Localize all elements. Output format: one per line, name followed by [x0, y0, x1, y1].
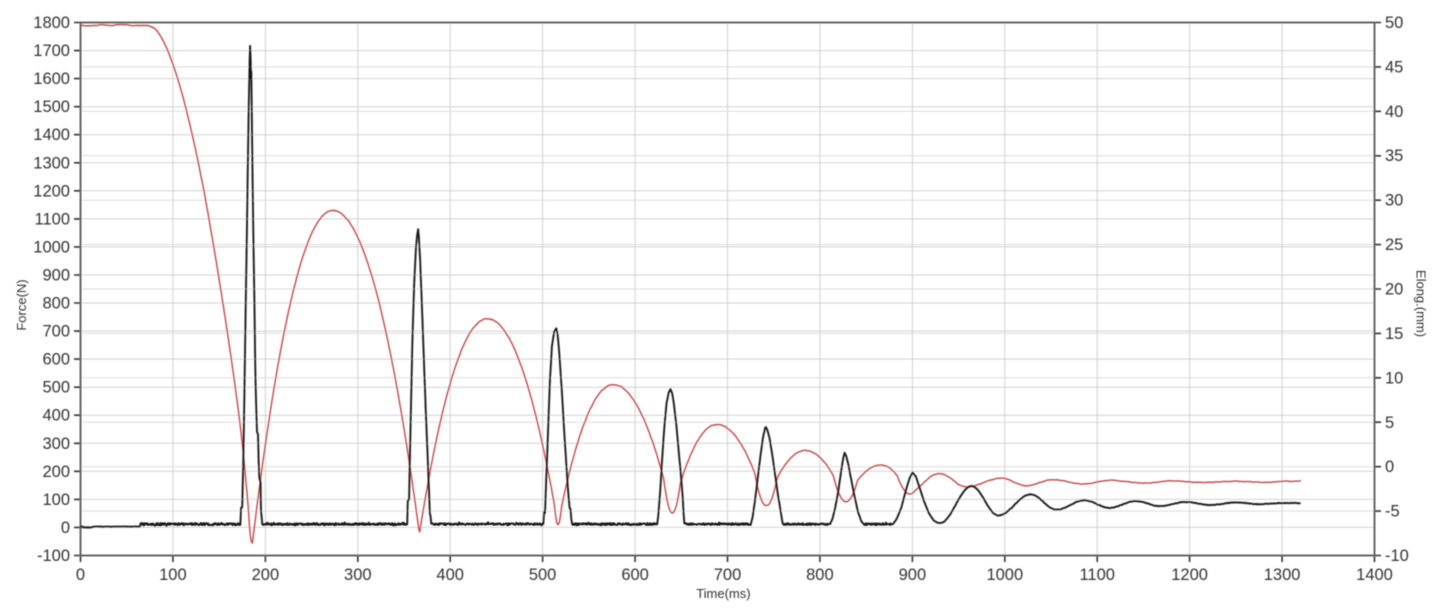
- svg-text:700: 700: [714, 566, 742, 584]
- svg-text:5: 5: [1385, 414, 1394, 432]
- svg-text:100: 100: [42, 491, 70, 509]
- svg-text:600: 600: [42, 351, 70, 369]
- svg-text:1400: 1400: [1356, 566, 1393, 584]
- svg-text:200: 200: [252, 566, 280, 584]
- svg-text:100: 100: [159, 566, 187, 584]
- svg-text:45: 45: [1385, 58, 1403, 76]
- svg-text:1200: 1200: [33, 182, 70, 200]
- svg-text:200: 200: [42, 463, 70, 481]
- svg-text:-10: -10: [1385, 547, 1409, 565]
- svg-text:1700: 1700: [33, 42, 70, 60]
- svg-text:40: 40: [1385, 103, 1403, 121]
- svg-text:300: 300: [42, 435, 70, 453]
- svg-text:1600: 1600: [33, 70, 70, 88]
- svg-text:1000: 1000: [33, 238, 70, 256]
- svg-text:300: 300: [344, 566, 372, 584]
- svg-text:0: 0: [1385, 458, 1394, 476]
- svg-text:500: 500: [42, 379, 70, 397]
- svg-text:25: 25: [1385, 236, 1403, 254]
- svg-text:-100: -100: [37, 547, 70, 565]
- svg-text:0: 0: [76, 566, 85, 584]
- svg-text:500: 500: [529, 566, 557, 584]
- svg-text:400: 400: [42, 407, 70, 425]
- svg-text:600: 600: [621, 566, 649, 584]
- svg-text:800: 800: [42, 295, 70, 313]
- svg-text:700: 700: [42, 323, 70, 341]
- svg-text:1500: 1500: [33, 98, 70, 116]
- svg-text:0: 0: [61, 519, 70, 537]
- svg-text:400: 400: [436, 566, 464, 584]
- svg-text:Force(N): Force(N): [14, 279, 29, 330]
- svg-text:1200: 1200: [1171, 566, 1208, 584]
- svg-text:1100: 1100: [1079, 566, 1114, 584]
- svg-text:Time(ms): Time(ms): [696, 586, 750, 601]
- svg-text:10: 10: [1385, 369, 1403, 387]
- svg-text:1400: 1400: [33, 126, 70, 144]
- svg-text:35: 35: [1385, 147, 1403, 165]
- svg-text:-5: -5: [1385, 503, 1400, 521]
- svg-text:20: 20: [1385, 281, 1403, 299]
- svg-text:1300: 1300: [1264, 566, 1301, 584]
- svg-text:1000: 1000: [986, 566, 1023, 584]
- svg-text:1800: 1800: [33, 14, 70, 32]
- svg-text:Elong.(mm): Elong.(mm): [1414, 270, 1429, 337]
- svg-text:900: 900: [42, 267, 70, 285]
- svg-text:15: 15: [1385, 325, 1403, 343]
- svg-text:50: 50: [1385, 14, 1403, 32]
- svg-text:800: 800: [806, 566, 834, 584]
- svg-text:1100: 1100: [35, 210, 70, 228]
- svg-text:900: 900: [899, 566, 927, 584]
- svg-text:30: 30: [1385, 192, 1403, 210]
- svg-text:1300: 1300: [33, 154, 70, 172]
